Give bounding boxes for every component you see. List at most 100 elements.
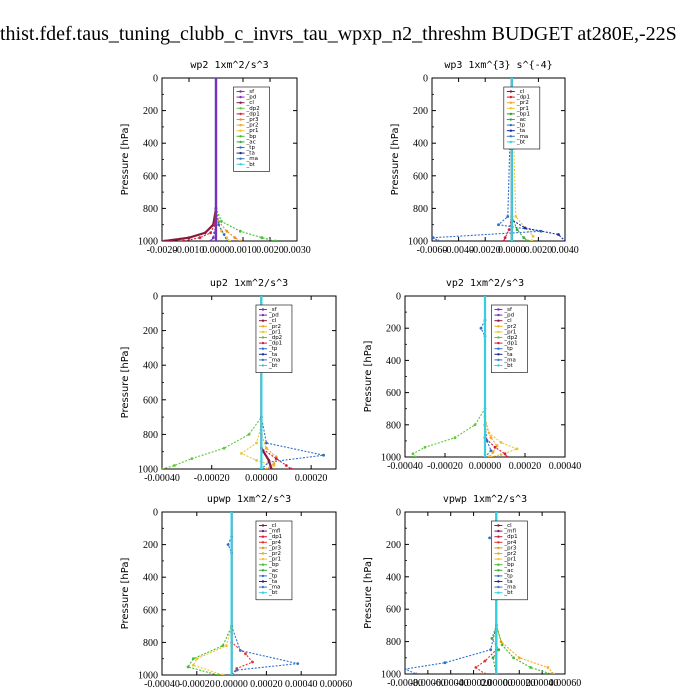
legend-entry: _ma [503, 585, 515, 591]
series-point-pr2 [491, 450, 495, 454]
series-point-bt [230, 673, 233, 675]
legend-marker [239, 146, 242, 149]
legend-marker [509, 101, 513, 104]
legend-marker [497, 353, 500, 356]
legend-entry: _ta [268, 579, 277, 585]
series-point-bp [500, 643, 504, 647]
legend-marker [239, 151, 242, 155]
legend-entry: _tp [246, 145, 256, 151]
legend-marker [261, 546, 265, 550]
legend-marker [261, 347, 265, 350]
series-point-tp [235, 668, 239, 672]
legend-marker [261, 308, 265, 311]
x-tick-label: 0.00040 [549, 461, 582, 472]
series-point-bp [512, 656, 515, 660]
legend-entry: _dp1 [503, 341, 517, 347]
series-line-pr2 [260, 296, 277, 469]
x-tick-label: -0.0060 [417, 245, 448, 256]
legend-marker [497, 541, 500, 544]
legend-marker [497, 325, 500, 328]
legend-entry: _ma [268, 357, 280, 363]
panel-title: wp3 1xm^{3} s^{-4} [444, 60, 552, 71]
y-tick-label: 400 [143, 139, 158, 150]
legend-entry: _pd [246, 95, 257, 101]
series-point-pr2 [489, 436, 493, 440]
legend-entry: _ma [268, 585, 280, 591]
x-tick-label: 0.0000 [202, 245, 230, 256]
series-point-ac [522, 236, 526, 240]
legend-entry: _dp2 [503, 335, 517, 341]
series-line-tp [215, 78, 228, 241]
legend-marker [239, 95, 242, 99]
x-tick-label: 0.0040 [551, 245, 579, 256]
legend-entry: _pr2 [268, 551, 281, 557]
series-point-pr2 [495, 444, 499, 448]
panel-title: upwp 1xm^2/s^3 [207, 494, 291, 505]
y-tick-label: 600 [143, 605, 158, 616]
y-tick-label: 800 [413, 204, 428, 215]
legend-marker [497, 552, 500, 555]
series-group [162, 296, 325, 469]
legend-entry: _sf [268, 307, 278, 313]
legend-marker [261, 364, 265, 367]
series-point-pr1 [195, 657, 199, 661]
y-tick-label: 200 [413, 106, 428, 117]
x-tick-label: 0.00020 [250, 679, 283, 690]
y-tick-label: 200 [143, 540, 158, 551]
chart-panel-2: wp3 1xm^{3} s^{-4} Pressure [hPa] 0 200 400 6… [390, 60, 579, 256]
legend-box [233, 86, 270, 172]
series-point-dp1 [505, 455, 509, 457]
series-group [186, 512, 300, 675]
series-point-tp [322, 453, 325, 457]
legend-entry: _cl [503, 523, 512, 529]
series-point-ac [515, 228, 519, 232]
legend-entry: _pr2 [246, 123, 259, 129]
series-line-tp [432, 78, 542, 241]
y-tick-label: 0 [396, 292, 401, 303]
y-tick-label: 600 [143, 395, 158, 406]
series-point-pr2 [517, 656, 521, 660]
series-point-dp2 [453, 436, 457, 440]
x-tick-label: 0.00040 [526, 678, 559, 689]
plot-frame [161, 295, 337, 470]
legend-marker [261, 580, 265, 583]
page-title: thist.fdef.taus_tuning_clubb_c_invrs_tau… [0, 23, 677, 45]
legend-marker [497, 524, 500, 527]
legend-marker [261, 524, 265, 527]
legend-entry: _ta [503, 352, 512, 358]
series-point-pr3 [225, 229, 229, 233]
y-tick-label: 200 [386, 324, 401, 335]
series-point-tp [222, 233, 226, 236]
series-point-dp2 [173, 464, 176, 467]
legend-box [255, 304, 293, 373]
legend-entry: _cl [246, 100, 255, 106]
legend-entry: _pr2 [503, 324, 516, 330]
legend-marker [509, 90, 513, 93]
series-point-bp [274, 239, 277, 241]
x-tick-label: 0.00060 [549, 678, 582, 689]
series-point-dp1 [493, 445, 497, 449]
series-point-pr2 [487, 455, 491, 457]
legend-entry: _tp [516, 123, 526, 129]
legend-entry: _cl [516, 89, 525, 95]
series-point-pr1 [499, 453, 503, 456]
y-tick-label: 1000 [138, 237, 158, 248]
legend-entry: _ac [516, 117, 526, 123]
series-point-ac [497, 648, 501, 652]
legend-marker [509, 135, 513, 138]
series-point-dp1 [209, 231, 213, 235]
series-point-sf [214, 239, 218, 241]
y-tick-label: 600 [413, 171, 428, 182]
legend-entry: _pr4 [503, 540, 517, 546]
series-point-bt [260, 296, 263, 298]
x-tick-label: 0.00020 [295, 473, 328, 484]
legend-entry: _pr3 [503, 545, 517, 551]
series-point-tp [238, 649, 242, 652]
legend-marker [239, 129, 242, 132]
y-tick-label: 1000 [381, 453, 401, 464]
y-tick-label: 1000 [138, 671, 158, 682]
y-tick-label: 200 [386, 540, 401, 551]
series-point-ac [491, 656, 495, 660]
legend-marker [261, 325, 265, 328]
legend-entry: _sf [246, 89, 256, 95]
